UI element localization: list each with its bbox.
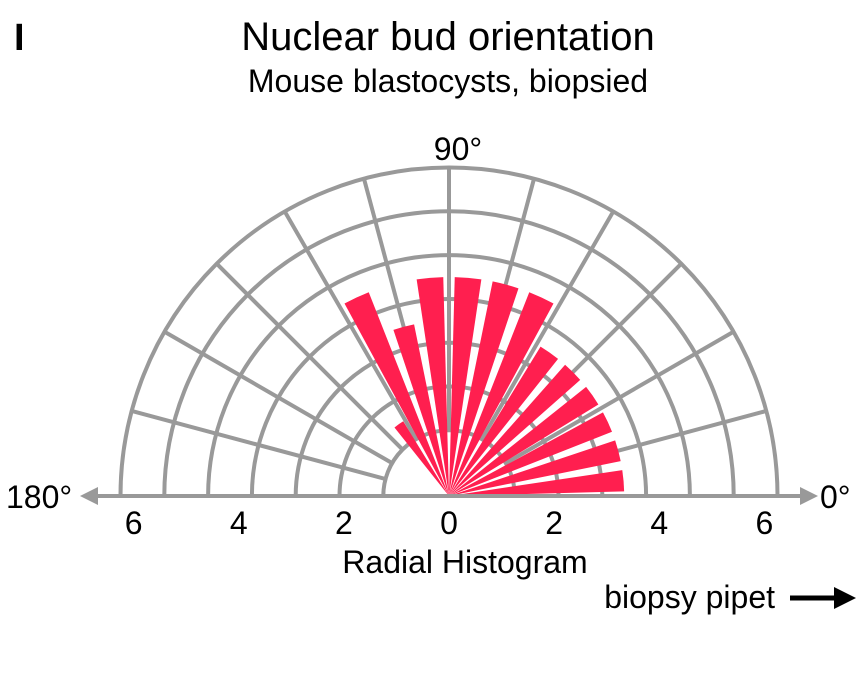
histogram-bar — [449, 292, 554, 496]
histogram-bar — [344, 292, 449, 496]
histogram-bar — [449, 346, 559, 496]
grid-spoke — [480, 210, 615, 441]
angle-label-0: 0° — [820, 479, 851, 515]
histogram-bar — [449, 277, 482, 496]
angle-label-180: 180° — [6, 479, 72, 515]
radial-tick-label: 2 — [335, 505, 353, 541]
grid-spoke — [163, 330, 394, 465]
radial-tick-label: 4 — [650, 505, 668, 541]
histogram-bars — [344, 277, 625, 496]
radial-tick-label: 6 — [125, 505, 143, 541]
arrow-left-icon — [80, 487, 98, 505]
histogram-bar — [394, 421, 449, 496]
polar-grid — [118, 165, 780, 497]
histogram-bar — [416, 277, 449, 496]
histogram-bar — [449, 364, 581, 496]
grid-spoke — [283, 210, 418, 441]
radial-tick-label: 2 — [545, 505, 563, 541]
direction-label: biopsy pipet — [604, 579, 775, 615]
panel-label: I — [14, 17, 25, 59]
histogram-bar — [393, 324, 449, 496]
histogram-bar — [449, 412, 613, 496]
radial-tick-label: 6 — [755, 505, 773, 541]
grid-spoke — [131, 409, 387, 481]
grid-spoke — [215, 262, 404, 451]
histogram-bar — [449, 281, 519, 496]
angle-label-90: 90° — [434, 131, 482, 167]
chart-subtitle: Mouse blastocysts, biopsied — [248, 63, 648, 99]
arrow-right-icon — [800, 487, 818, 505]
grid-spoke — [504, 330, 735, 465]
right-arrow-icon — [790, 587, 856, 609]
x-axis-label: Radial Histogram — [342, 544, 587, 580]
histogram-bar — [449, 440, 621, 496]
histogram-bar — [449, 386, 599, 496]
radial-tick-label: 0 — [440, 505, 458, 541]
radial-tick-label: 4 — [230, 505, 248, 541]
histogram-bar — [449, 470, 625, 496]
chart-title: Nuclear bud orientation — [241, 15, 655, 59]
radial-tick-labels: 6 4 2 0 2 4 6 — [125, 505, 774, 541]
